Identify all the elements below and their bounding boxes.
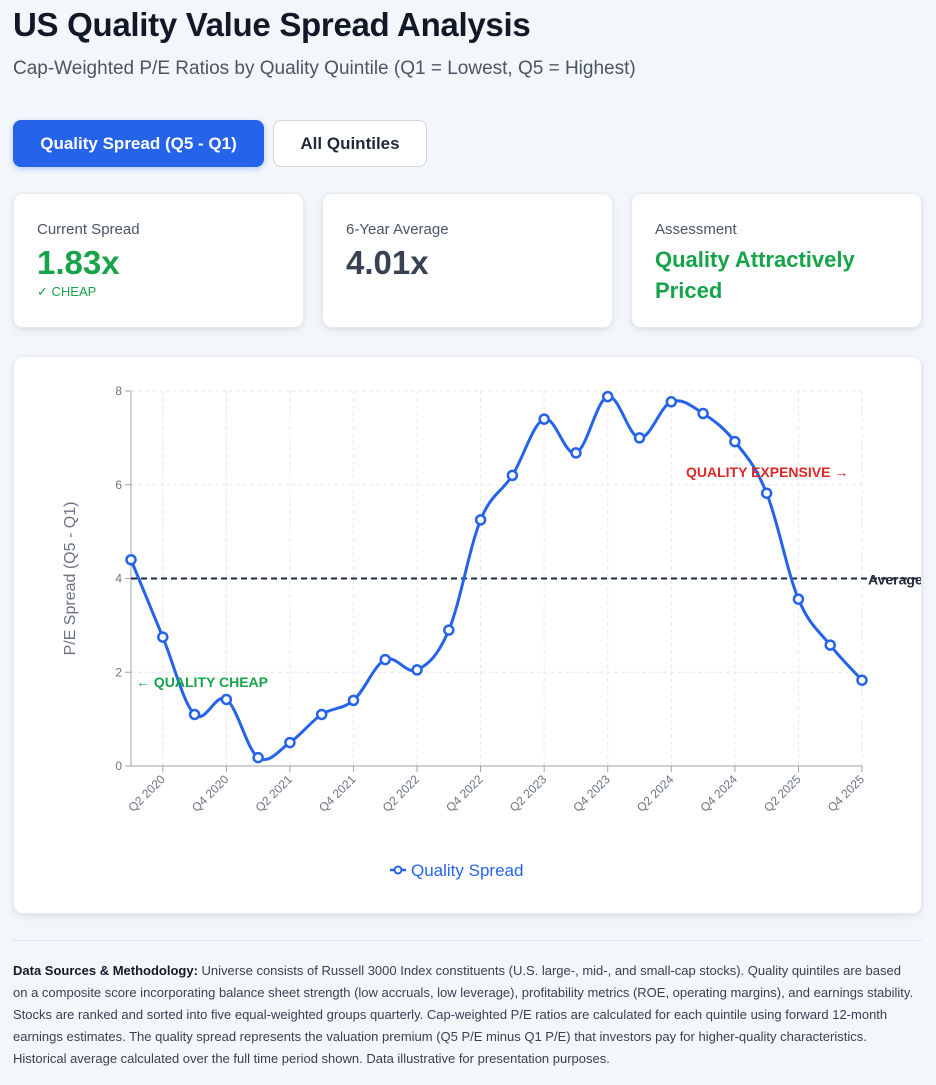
data-point-q4-2025	[856, 674, 868, 686]
current-spread-card: Current Spread 1.83x ✓ CHEAP	[13, 193, 304, 328]
x-tick-label: Q4 2022	[443, 772, 486, 815]
x-tick-label: Q2 2024	[634, 772, 677, 815]
x-tick-label: Q2 2022	[380, 772, 423, 815]
data-point-q2-2020	[157, 631, 169, 643]
x-tick-label: Q4 2025	[825, 772, 868, 815]
assessment-label: Assessment	[655, 221, 737, 238]
quality-cheap-annotation: ← QUALITY CHEAP	[136, 674, 268, 690]
data-point-q4-2022	[474, 514, 487, 526]
methodology-note: Data Sources & Methodology: Universe con…	[13, 960, 918, 1070]
x-tick-label: Q2 2021	[253, 772, 296, 815]
x-tick-label: Q2 2023	[507, 772, 550, 815]
data-point-q1-2023	[506, 469, 519, 482]
footer-divider	[13, 940, 922, 941]
methodology-heading: Data Sources & Methodology:	[13, 963, 198, 978]
data-point-q1-2024	[633, 432, 646, 444]
current-spread-value: 1.83x	[37, 244, 120, 281]
data-point-q1-2025	[760, 487, 773, 499]
tab-quality-spread[interactable]: Quality Spread (Q5 - Q1)	[13, 120, 264, 167]
data-point-q3-2023	[570, 447, 582, 459]
assessment-card: Assessment Quality Attractively Priced	[631, 193, 922, 328]
spread-chart: 0 2 4 6 8 Q2 2020 Q4 2020 Q2 2021 Q4 2021 Q2 2022…	[62, 384, 922, 880]
data-point-q3-2022	[443, 624, 455, 636]
data-point-q1-2020	[125, 554, 137, 566]
page-subtitle: Cap-Weighted P/E Ratios by Quality Quint…	[13, 58, 636, 79]
x-tick-label: Q4 2021	[316, 772, 359, 815]
y-tick-label: 6	[115, 478, 122, 492]
data-point-q2-2022	[411, 664, 423, 676]
data-point-q4-2024	[729, 435, 741, 448]
data-point-q3-2020	[188, 708, 201, 721]
legend-point-marker	[393, 865, 403, 875]
tab-all-quintiles[interactable]: All Quintiles	[273, 120, 427, 167]
data-point-q4-2023	[601, 390, 614, 403]
data-point-q3-2024	[697, 407, 709, 420]
data-point-q4-2021	[347, 694, 360, 707]
data-point-q2-2021	[284, 736, 296, 749]
legend-label: Quality Spread	[411, 861, 523, 880]
data-point-q1-2022	[379, 653, 392, 666]
x-tick-label: Q4 2024	[698, 772, 741, 815]
x-tick-label: Q4 2023	[570, 772, 613, 815]
y-tick-label: 2	[115, 665, 122, 679]
average-card: 6-Year Average 4.01x	[322, 193, 613, 328]
average-label: 6-Year Average	[346, 221, 449, 238]
x-tick-label: Q2 2020	[125, 772, 168, 815]
data-point-q2-2023	[538, 413, 550, 425]
y-axis-title: P/E Spread (Q5 - Q1)	[62, 502, 79, 656]
y-tick-label: 4	[115, 572, 122, 586]
y-tick-label: 8	[115, 384, 122, 398]
current-spread-status: ✓ CHEAP	[37, 284, 97, 299]
average-value: 4.01x	[346, 244, 429, 281]
data-point-q3-2025	[824, 639, 836, 651]
quality-spread-line	[129, 395, 864, 761]
assessment-value: Quality Attractively Priced	[655, 247, 855, 303]
x-tick-label: Q2 2025	[761, 772, 804, 815]
data-point-q3-2021	[315, 708, 328, 721]
methodology-text: Universe consists of Russell 3000 Index …	[13, 963, 914, 1066]
quality-expensive-annotation: QUALITY EXPENSIVE →	[686, 464, 848, 480]
data-point-q2-2024	[665, 396, 678, 408]
current-spread-label: Current Spread	[37, 221, 140, 238]
average-line-label: Average	[868, 572, 922, 588]
page-title: US Quality Value Spread Analysis	[13, 6, 531, 43]
chart-card: 0 2 4 6 8 Q2 2020 Q4 2020 Q2 2021 Q4 2021 Q2 2022…	[13, 356, 922, 914]
data-point-q1-2021	[252, 751, 264, 764]
data-point-q4-2020	[220, 693, 233, 706]
x-tick-label: Q4 2020	[189, 772, 232, 815]
data-point-q2-2025	[792, 593, 805, 605]
y-tick-label: 0	[115, 759, 122, 773]
